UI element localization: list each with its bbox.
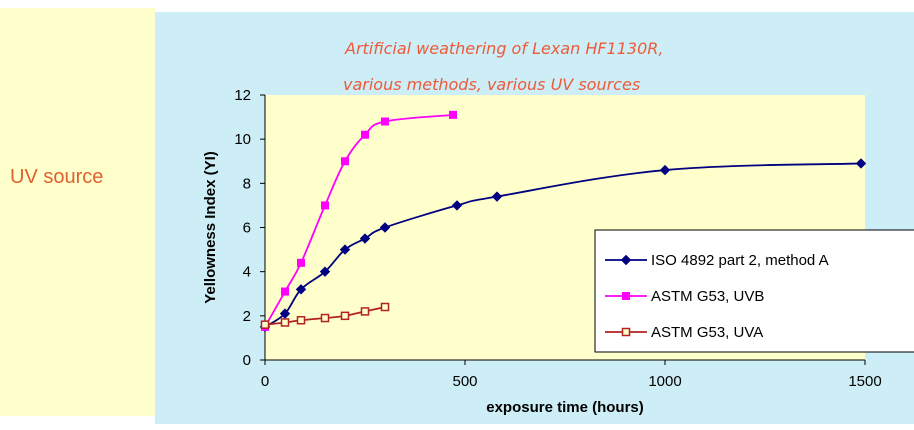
data-point: [321, 201, 329, 210]
side-panel: UV source: [0, 8, 155, 416]
data-point: [296, 316, 306, 325]
data-point: [339, 244, 351, 255]
data-point: [451, 200, 463, 211]
data-point: [620, 254, 632, 266]
legend-label: ASTM G53, UVA: [651, 324, 763, 341]
data-point: [281, 287, 289, 296]
legend: ISO 4892 part 2, method A ASTM G53, UVB AS…: [594, 229, 914, 353]
data-point: [319, 266, 331, 277]
y-tick-label: 8: [243, 175, 251, 192]
data-point: [381, 117, 389, 126]
x-axis-label: exposure time (hours): [486, 399, 644, 416]
legend-entry: ASTM G53, UVB: [605, 288, 764, 305]
legend-label: ASTM G53, UVB: [651, 288, 764, 305]
chart-svg: Artificial weathering of Lexan HF1130R, …: [202, 39, 914, 416]
uv-source-label: UV source: [10, 166, 104, 188]
series-1: [261, 110, 457, 331]
x-tick-label: 500: [452, 373, 477, 390]
x-tick-label: 1500: [848, 373, 881, 390]
y-axis-label: Yellowness Index (YI): [202, 151, 219, 304]
legend-label: ISO 4892 part 2, method A: [651, 252, 829, 269]
axes: 0 2 4 6 8 10 12 0 500 1000 1500: [234, 87, 881, 390]
data-point: [855, 158, 867, 169]
y-tick-label: 6: [243, 220, 251, 237]
data-point: [621, 327, 631, 337]
data-point: [659, 164, 671, 176]
chart-title-line-1: Artificial weathering of Lexan HF1130R,: [344, 39, 663, 58]
data-point: [360, 307, 370, 316]
data-point: [379, 222, 391, 233]
data-point: [359, 233, 371, 244]
data-point: [280, 318, 290, 327]
data-point: [260, 320, 270, 329]
data-point: [380, 302, 390, 312]
legend-entry: ASTM G53, UVA: [605, 324, 763, 341]
chart-title-line-2: various methods, various UV sources: [343, 75, 640, 94]
legend-box: [594, 229, 914, 353]
data-point: [449, 110, 457, 119]
data-point: [320, 313, 330, 323]
y-tick-label: 12: [234, 87, 251, 104]
legend-entry: ISO 4892 part 2, method A: [605, 252, 829, 269]
y-tick-label: 10: [234, 131, 251, 148]
x-tick-label: 1000: [648, 373, 681, 390]
x-tick-label: 0: [261, 373, 269, 390]
series-2: [260, 302, 390, 329]
series-layer: [259, 110, 867, 333]
data-point: [279, 308, 291, 319]
data-point: [295, 284, 307, 295]
y-tick-label: 4: [243, 264, 251, 281]
data-point: [297, 258, 305, 267]
data-point: [361, 130, 369, 139]
chart-area: Artificial weathering of Lexan HF1130R, …: [155, 12, 914, 424]
y-tick-label: 2: [243, 308, 251, 325]
y-tick-label: 0: [243, 352, 251, 369]
data-point: [491, 191, 503, 202]
data-point: [341, 157, 349, 166]
data-point: [340, 311, 350, 321]
data-point: [622, 292, 630, 300]
